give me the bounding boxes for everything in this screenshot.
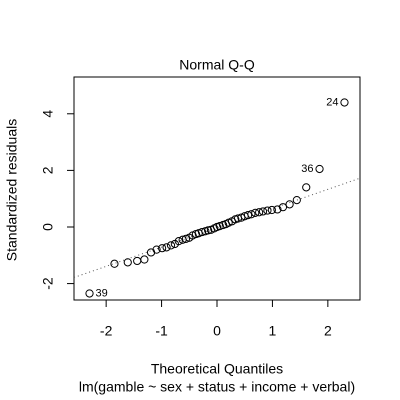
x-tick-label: 0 bbox=[213, 323, 221, 339]
chart-title: Normal Q-Q bbox=[179, 57, 255, 73]
point bbox=[152, 245, 161, 254]
x-axis-label: Theoretical Quantiles bbox=[151, 361, 283, 377]
point bbox=[140, 255, 149, 264]
point bbox=[302, 183, 311, 192]
y-tick-label: 2 bbox=[40, 166, 56, 174]
point bbox=[197, 227, 207, 237]
point bbox=[267, 205, 276, 215]
point bbox=[263, 206, 272, 215]
point bbox=[204, 226, 213, 235]
point bbox=[181, 234, 191, 243]
point bbox=[85, 289, 94, 298]
point bbox=[158, 244, 167, 253]
point bbox=[255, 208, 264, 217]
point bbox=[123, 258, 132, 267]
point bbox=[110, 259, 119, 268]
point bbox=[174, 237, 183, 246]
y-tick-label: 0 bbox=[40, 223, 56, 231]
y-tick-label: 4 bbox=[40, 110, 56, 118]
x-tick-label: 2 bbox=[324, 323, 332, 339]
y-axis-label: Standardized residuals bbox=[4, 119, 20, 261]
reference-line bbox=[73, 177, 361, 278]
point bbox=[340, 98, 349, 107]
point bbox=[278, 203, 288, 212]
x-tick-label: -2 bbox=[100, 323, 113, 339]
point bbox=[215, 222, 224, 231]
point bbox=[258, 207, 268, 216]
point-label: 36 bbox=[301, 163, 313, 175]
point bbox=[166, 241, 176, 250]
point bbox=[243, 211, 253, 220]
point bbox=[146, 248, 156, 257]
subtitle: lm(gamble ~ sex + status + income + verb… bbox=[79, 379, 355, 395]
point bbox=[251, 208, 260, 217]
point bbox=[315, 164, 324, 174]
point-label: 24 bbox=[326, 96, 338, 108]
point-label: 39 bbox=[96, 287, 108, 299]
point bbox=[285, 200, 294, 209]
point bbox=[273, 205, 282, 214]
y-tick-label: -2 bbox=[40, 277, 56, 290]
point bbox=[133, 256, 142, 266]
x-tick-label: 1 bbox=[269, 323, 277, 339]
point bbox=[292, 196, 301, 205]
x-tick-label: -1 bbox=[155, 323, 168, 339]
point bbox=[247, 210, 256, 219]
point bbox=[162, 243, 171, 252]
